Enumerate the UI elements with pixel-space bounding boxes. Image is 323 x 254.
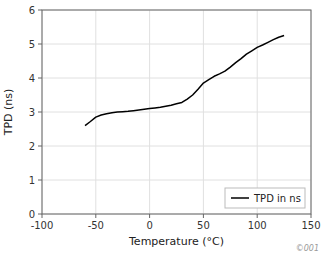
- y-axis-label: TPD (ns): [2, 89, 15, 137]
- x-tick-label: 0: [146, 220, 152, 231]
- watermark: ©001: [296, 244, 319, 253]
- x-tick-label: -100: [31, 220, 54, 231]
- y-grid-line: [42, 78, 311, 79]
- y-grid-line: [42, 180, 311, 181]
- chart: -100 -50 0 50 100 150 0 1 2 3 4 5 6 Temperature (°C) T…: [0, 0, 323, 254]
- legend-box: [225, 188, 305, 208]
- y-tick-label: 0: [29, 209, 35, 220]
- y-tick-label: 4: [29, 73, 35, 84]
- y-tick: [38, 78, 42, 79]
- x-axis-label: Temperature (°C): [128, 235, 224, 248]
- y-tick: [38, 44, 42, 45]
- legend-label: TPD in ns: [253, 193, 301, 204]
- legend-swatch: [231, 197, 249, 199]
- y-grid-line: [42, 112, 311, 113]
- x-tick: [149, 214, 150, 218]
- y-tick: [38, 214, 42, 215]
- y-tick-label: 1: [29, 175, 35, 186]
- x-tick: [42, 214, 43, 218]
- x-tick-label: 50: [197, 220, 210, 231]
- axes: -100 -50 0 50 100 150 0 1 2 3 4 5 6: [29, 5, 321, 232]
- y-tick: [38, 146, 42, 147]
- x-tick-label: -50: [88, 220, 104, 231]
- y-tick: [38, 180, 42, 181]
- y-tick-label: 6: [29, 5, 35, 16]
- y-grid-line: [42, 146, 311, 147]
- plot-frame: [42, 10, 311, 214]
- y-tick-label: 3: [29, 107, 35, 118]
- y-tick-label: 2: [29, 141, 35, 152]
- y-tick: [38, 112, 42, 113]
- line: [85, 36, 284, 126]
- y-grid-line: [42, 44, 311, 45]
- x-tick-label: 100: [248, 220, 267, 231]
- legend: TPD in ns: [225, 188, 305, 208]
- x-tick: [203, 214, 204, 218]
- y-tick-label: 5: [29, 39, 35, 50]
- x-tick: [95, 214, 96, 218]
- grid: [42, 10, 311, 214]
- y-tick: [38, 10, 42, 11]
- x-tick-label: 150: [301, 220, 320, 231]
- x-tick: [311, 214, 312, 218]
- x-tick: [257, 214, 258, 218]
- plot-area: [85, 36, 284, 126]
